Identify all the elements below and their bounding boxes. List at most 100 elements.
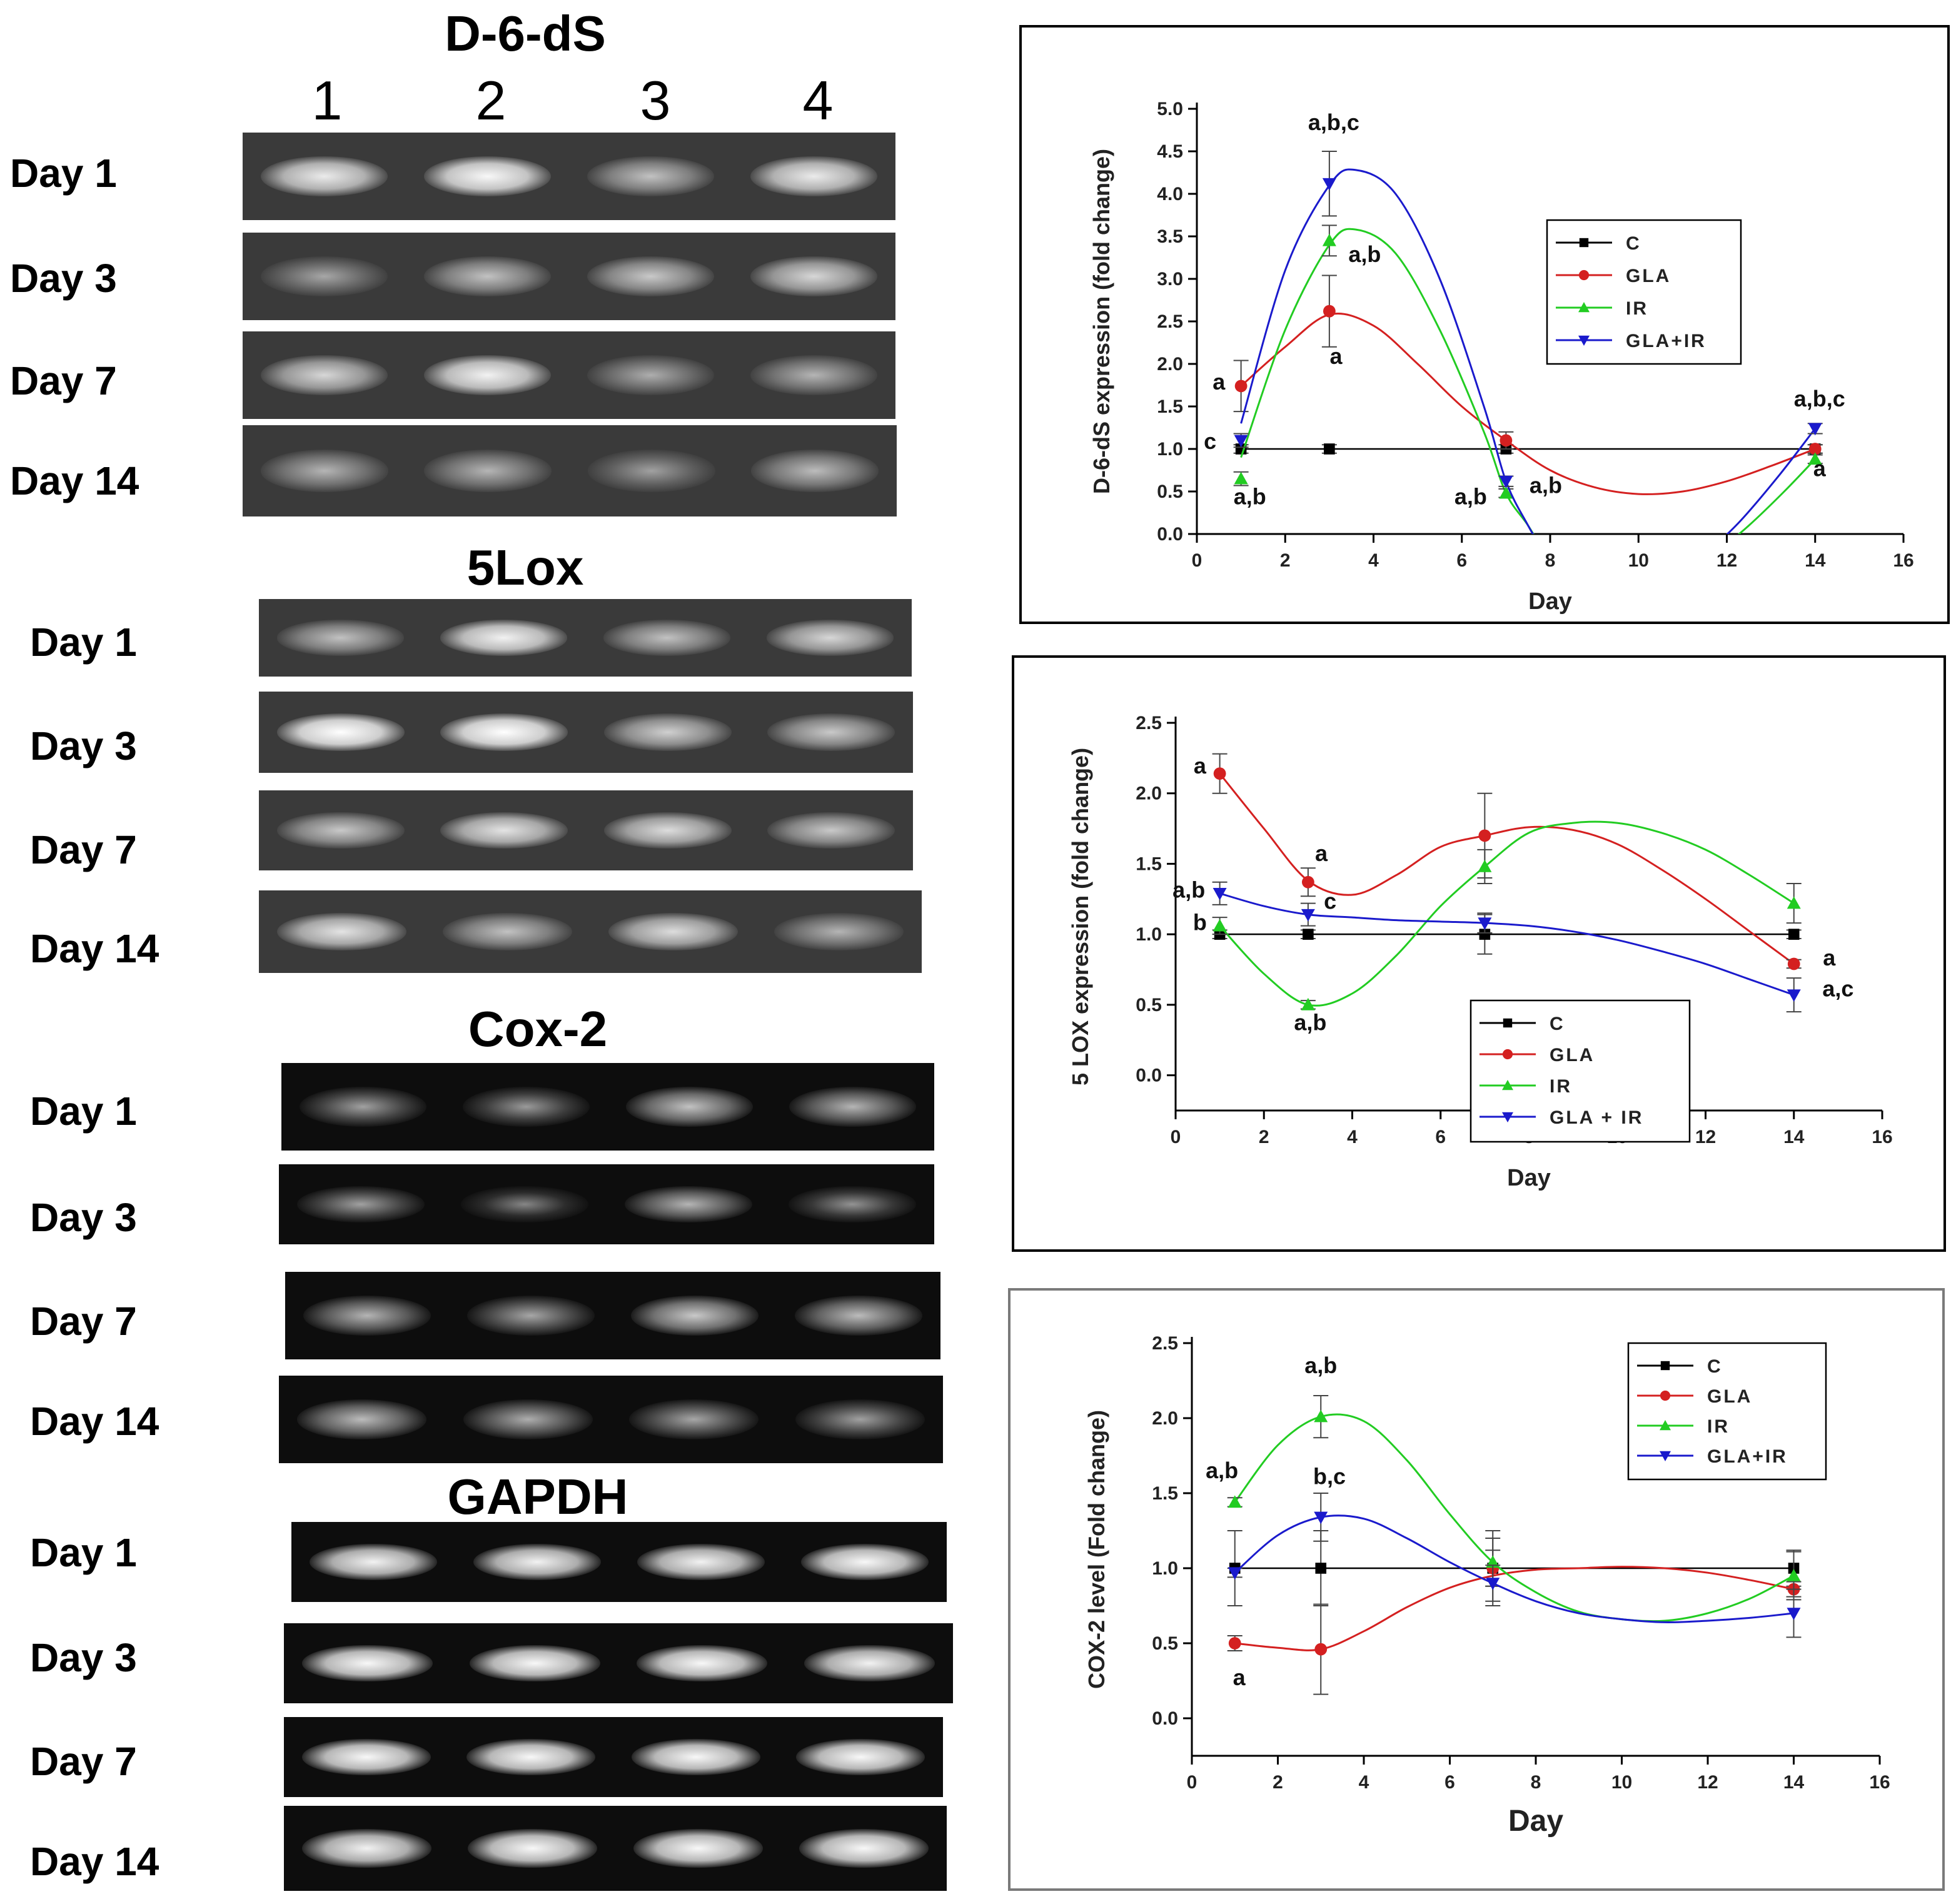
x-tick-label: 6 [1435,1127,1446,1147]
gel-strip [259,890,922,973]
data-point [1301,997,1315,1010]
y-tick-label: 0.0 [1157,524,1183,545]
x-tick-label: 0 [1187,1772,1197,1793]
significance-label: a [1233,1665,1246,1690]
y-tick-label: 1.5 [1152,1483,1178,1504]
data-point [1314,1409,1328,1423]
y-tick-label: 2.5 [1157,311,1183,332]
y-tick-label: 2.5 [1152,1333,1178,1354]
data-point [1660,1420,1671,1431]
lane-number-3: 3 [640,69,671,131]
data-point [1323,305,1336,318]
data-point [1315,1563,1327,1574]
gel-band [299,1086,427,1127]
y-tick-label: 4.5 [1157,141,1183,162]
y-tick-label: 1.0 [1136,924,1162,945]
gel-band [799,1828,929,1868]
data-point [1787,989,1801,1002]
gel-band [260,450,388,492]
significance-label: a,b [1234,483,1266,509]
gel-band [624,1186,753,1223]
gel-band [608,912,738,951]
x-tick-label: 12 [1697,1772,1718,1793]
y-tick-label: 3.0 [1157,269,1183,290]
gel-band [297,1399,427,1440]
x-axis-label: Day [1528,588,1572,615]
gel-band [260,355,388,396]
data-point [1234,435,1248,448]
gel-band [587,450,715,492]
gel-band [625,1086,754,1127]
gel-day-label: Day 7 [30,1739,137,1784]
x-tick-label: 6 [1456,550,1467,571]
lane-number-4: 4 [802,69,834,131]
data-point [1212,888,1227,900]
gel-band [443,912,572,951]
gel-band [750,256,878,297]
gel-band [603,713,732,751]
gel-band [603,620,731,656]
gel-day-label: Day 14 [30,1399,159,1444]
data-point [1660,1451,1671,1461]
gel-band [423,256,552,297]
legend-label: C [1626,233,1641,254]
significance-label: a [1315,840,1328,866]
y-tick-label: 5.0 [1157,99,1183,119]
legend-label: GLA [1707,1386,1752,1407]
gel-title-cox2: Cox-2 [468,1001,608,1057]
gel-strip [259,790,913,870]
x-tick-label: 16 [1893,550,1913,571]
x-tick-label: 2 [1273,1772,1283,1793]
x-tick-label: 14 [1783,1127,1805,1147]
gel-band [463,1399,593,1440]
y-tick-label: 1.5 [1136,854,1162,874]
x-tick-label: 16 [1869,1772,1890,1793]
significance-label: a,b [1348,241,1381,267]
significance-label: a,b,c [1308,109,1359,135]
gel-band [468,1828,597,1868]
gel-band [276,713,405,751]
gel-band [796,1738,925,1776]
data-point [1808,443,1822,455]
gel-band [469,1645,600,1682]
gel-day-label: Day 3 [10,256,117,301]
series-ir [1233,224,1823,534]
data-point [1212,919,1227,932]
gel-band [800,1543,929,1581]
series-line [1240,228,1535,534]
data-point [1578,335,1590,346]
significance-label: a,b [1304,1352,1337,1378]
gel-band [587,156,715,197]
gel-band [423,156,552,197]
y-tick-label: 0.0 [1136,1065,1162,1086]
gel-band [302,1828,431,1868]
x-tick-label: 8 [1545,550,1556,571]
data-point [1478,859,1492,872]
gel-strip [285,1272,940,1359]
gel-title-d6ds: D-6-dS [445,6,606,61]
gel-strip [259,599,912,677]
gel-band [276,620,405,656]
y-tick-label: 3.5 [1157,226,1183,247]
series-line [1219,892,1795,996]
gel-strip [243,133,895,220]
data-point [1322,233,1336,246]
gel-band [302,1645,433,1682]
x-tick-label: 8 [1531,1772,1541,1793]
gel-day-label: Day 3 [30,1195,137,1240]
significance-label: a [1329,343,1343,369]
chart-5lox: 0.00.51.01.52.02.50246810121416Day5 LOX … [1067,713,1893,1191]
legend-label: GLA+IR [1626,331,1706,351]
x-tick-label: 6 [1444,1772,1455,1793]
x-axis-label: Day [1507,1165,1551,1191]
gel-band [466,1295,595,1336]
gel-day-label: Day 7 [30,1299,137,1344]
series-gla [1227,1549,1802,1695]
gel-band [789,1086,917,1127]
x-tick-label: 10 [1611,1772,1632,1793]
gel-day-label: Day 14 [30,926,159,971]
y-tick-label: 0.0 [1152,1708,1178,1729]
x-tick-label: 14 [1805,550,1826,571]
significance-label: b,c [1313,1464,1346,1489]
y-tick-label: 0.5 [1157,481,1183,502]
